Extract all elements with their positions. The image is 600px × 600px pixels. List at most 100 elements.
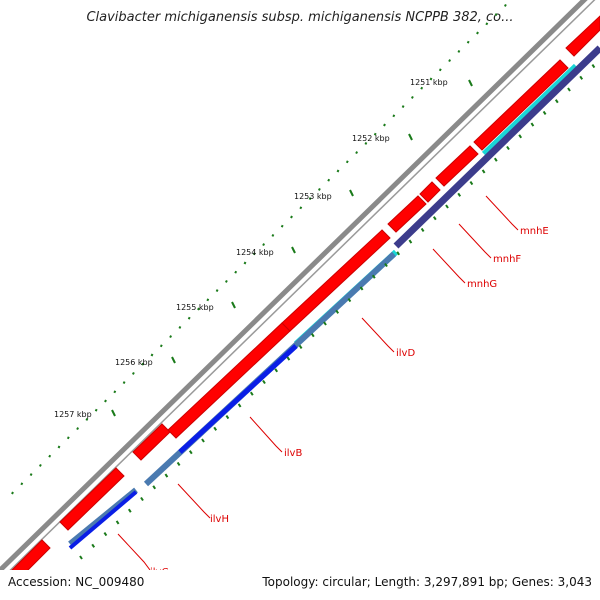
cds-arrow[interactable] bbox=[0, 539, 51, 590]
inner-tick bbox=[554, 99, 559, 104]
guide-dot bbox=[252, 252, 256, 256]
cds-arrow[interactable] bbox=[59, 467, 125, 531]
gene-label-mnhE[interactable]: mnhE bbox=[520, 226, 549, 237]
guide-dot bbox=[345, 160, 349, 164]
gene-label-mnhF[interactable]: mnhF bbox=[493, 254, 521, 265]
map-title: Clavibacter michiganensis subsp. michiga… bbox=[86, 10, 514, 25]
guide-dot bbox=[280, 224, 284, 228]
inner-tick bbox=[457, 192, 462, 197]
gene-label-ilvB[interactable]: ilvB bbox=[284, 448, 302, 459]
guide-dot bbox=[364, 141, 368, 145]
inner-tick bbox=[298, 344, 303, 349]
cds-arrow[interactable] bbox=[419, 181, 441, 203]
guide-dot bbox=[262, 243, 265, 247]
gene-label-mnhG[interactable]: mnhG bbox=[467, 279, 497, 290]
gene-label-ilvH[interactable]: ilvH bbox=[210, 514, 229, 525]
inner-tick bbox=[274, 368, 279, 373]
cds-arrow[interactable] bbox=[473, 59, 569, 151]
guide-dot bbox=[420, 86, 424, 90]
guide-dot bbox=[401, 105, 405, 109]
inner-tick bbox=[493, 157, 498, 162]
guide-dot bbox=[411, 95, 414, 99]
accession-text: Accession: NC_009480 bbox=[8, 575, 145, 589]
guide-dot bbox=[215, 289, 219, 293]
guide-dot bbox=[225, 279, 228, 283]
inner-tick bbox=[213, 426, 218, 431]
inner-tick bbox=[201, 438, 205, 443]
gene-label-ilvC[interactable]: ilvC bbox=[150, 567, 168, 578]
feature-navy[interactable] bbox=[393, 45, 600, 249]
inner-tick bbox=[164, 473, 169, 478]
guide-dot bbox=[308, 197, 312, 201]
inner-tick bbox=[176, 461, 181, 466]
guide-dot bbox=[57, 445, 61, 449]
guide-dot bbox=[187, 316, 191, 320]
guide-dot bbox=[94, 408, 98, 412]
inner-tick bbox=[469, 181, 474, 186]
kbp-tick-labels: 1251 kbp 1252 kbp 1253 kbp 1254 kbp 1255… bbox=[54, 78, 448, 419]
inner-tick bbox=[518, 134, 523, 139]
genome-summary-text: Topology: circular; Length: 3,297,891 bp… bbox=[262, 575, 592, 589]
feature-cyan[interactable] bbox=[481, 63, 579, 157]
cds-arrow[interactable] bbox=[167, 322, 291, 439]
inner-tick bbox=[567, 87, 571, 92]
guide-dot bbox=[39, 463, 42, 467]
inner-tick bbox=[262, 379, 266, 385]
inner-tick bbox=[506, 145, 510, 151]
inner-tick bbox=[420, 227, 425, 232]
inner-tick bbox=[530, 122, 535, 127]
guide-dot bbox=[299, 206, 303, 210]
inner-tick bbox=[79, 555, 83, 560]
guide-dot bbox=[104, 399, 107, 403]
backbone-outer-line bbox=[0, 0, 588, 570]
inner-tick bbox=[225, 415, 230, 420]
inner-tick bbox=[335, 309, 340, 314]
guide-dot bbox=[11, 491, 14, 495]
inner-tick bbox=[347, 298, 352, 303]
guide-dot bbox=[169, 335, 172, 339]
cds-arrow[interactable] bbox=[565, 15, 600, 57]
guide-dot bbox=[159, 344, 163, 348]
guide-dot bbox=[66, 436, 70, 440]
feature-blue[interactable] bbox=[178, 344, 298, 454]
inner-tick bbox=[323, 321, 327, 326]
inner-tick bbox=[103, 532, 108, 537]
guide-dot bbox=[197, 307, 200, 311]
inner-tick bbox=[445, 204, 449, 209]
guide-dot bbox=[206, 298, 210, 302]
guide-dot bbox=[48, 454, 52, 458]
guide-dot bbox=[336, 169, 340, 173]
inner-tick bbox=[115, 520, 120, 525]
inner-tick bbox=[579, 75, 584, 80]
inner-tick bbox=[359, 286, 364, 291]
guide-dot bbox=[373, 132, 377, 136]
guide-dot bbox=[383, 123, 386, 127]
guide-dot bbox=[466, 40, 470, 44]
inner-tick bbox=[310, 333, 315, 338]
guide-dot bbox=[448, 59, 451, 63]
guide-dot bbox=[494, 13, 498, 17]
guide-dot bbox=[476, 31, 479, 35]
inner-tick bbox=[140, 496, 144, 502]
guide-dot bbox=[355, 151, 358, 155]
inner-tick bbox=[152, 485, 157, 490]
tick-label: 1256 kbp bbox=[115, 358, 153, 367]
inner-tick bbox=[384, 262, 388, 268]
guide-dot bbox=[327, 178, 331, 182]
feature-blue[interactable] bbox=[68, 490, 138, 550]
cds-arrow[interactable] bbox=[435, 145, 479, 187]
gene-label-ilvD[interactable]: ilvD bbox=[396, 348, 415, 359]
inner-tick bbox=[591, 64, 596, 69]
cds-arrow[interactable] bbox=[387, 195, 427, 233]
inner-tick bbox=[371, 274, 376, 279]
guide-dot bbox=[178, 325, 182, 329]
inner-tick bbox=[481, 169, 486, 174]
inner-tick bbox=[249, 391, 254, 396]
guide-dot bbox=[85, 417, 89, 421]
gene-labels bbox=[117, 195, 519, 570]
inner-tick bbox=[396, 251, 401, 256]
tick-label: 1253 kbp bbox=[294, 192, 332, 201]
cds-arrow[interactable] bbox=[281, 229, 391, 332]
cds-arrow[interactable] bbox=[132, 423, 171, 461]
